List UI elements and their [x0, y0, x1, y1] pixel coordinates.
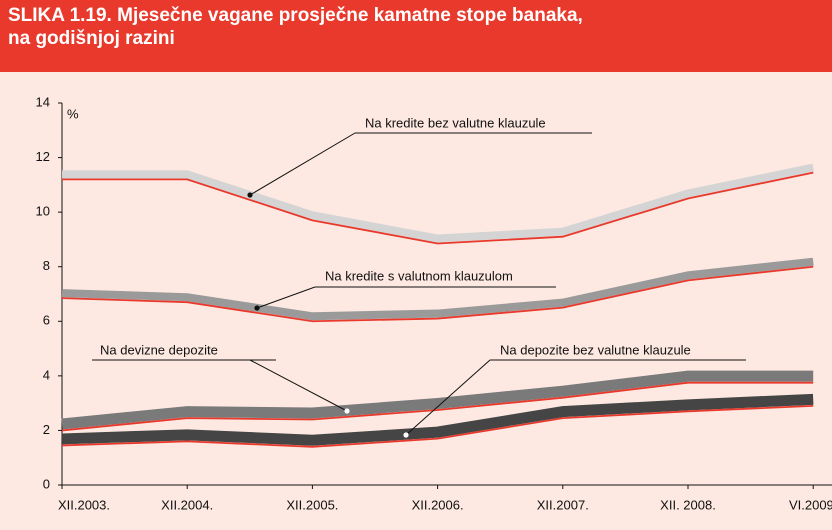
title-line: SLIKA 1.19. Mjesečne vagane prosječne ka…: [8, 5, 583, 26]
series-band: [62, 163, 815, 243]
series-line: [61, 404, 814, 448]
x-tick-label: XII.2005.: [286, 497, 338, 512]
leader-line: [405, 359, 491, 436]
series-band: [61, 370, 814, 430]
series-label: Na kredite s valutnom klauzulom: [325, 268, 513, 283]
series-line: [62, 171, 814, 245]
y-tick-label: 14: [36, 94, 50, 109]
y-tick-label: 0: [43, 476, 50, 491]
x-tick-label: XII.2004.: [161, 497, 213, 512]
series-label: Na devizne depozite: [100, 342, 218, 357]
x-tick-label: XII.2007.: [537, 497, 589, 512]
y-tick-label: 8: [43, 258, 50, 273]
leader-dot: [247, 192, 253, 198]
leader-dot: [403, 432, 409, 438]
title-line: na godišnjoj razini: [8, 28, 175, 49]
leader-line: [249, 359, 348, 412]
y-unit: %: [67, 106, 79, 121]
series-line: [61, 265, 814, 323]
y-tick-label: 12: [36, 149, 50, 164]
series-band: [61, 393, 814, 446]
series-label: Na depozite bez valutne klauzule: [500, 342, 691, 357]
x-tick-label: VI.2009.: [789, 497, 832, 512]
series-band: [61, 257, 814, 321]
leader-line: [256, 286, 316, 309]
x-tick-label: XII. 2008.: [660, 497, 716, 512]
leader-dot: [344, 408, 350, 414]
x-tick-label: XII.2003.: [58, 497, 110, 512]
series-line: [61, 381, 814, 432]
x-tick-label: XII.2006.: [412, 497, 464, 512]
leader-line: [249, 132, 356, 196]
leader-dot: [254, 305, 260, 311]
y-tick-label: 4: [43, 367, 50, 382]
y-tick-label: 10: [36, 204, 50, 219]
y-tick-label: 6: [43, 313, 50, 328]
header: SLIKA 1.19. Mjesečne vagane prosječne ka…: [0, 0, 832, 72]
series-label: Na kredite bez valutne klauzule: [365, 115, 546, 130]
y-tick-label: 2: [43, 422, 50, 437]
